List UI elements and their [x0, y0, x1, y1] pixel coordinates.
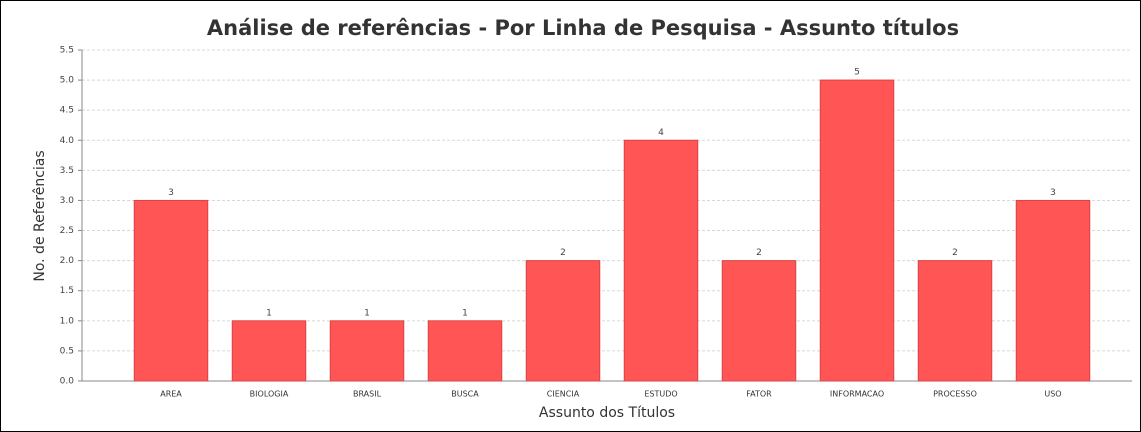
data-label: 2	[756, 248, 762, 258]
bar	[231, 320, 307, 382]
y-tick-label: 2.5	[60, 226, 74, 236]
x-axis-label: Assunto dos Títulos	[539, 405, 675, 421]
y-tick-label: 0.5	[60, 346, 74, 356]
x-tick-label: BIOLOGIA	[250, 390, 289, 399]
y-axis-label: No. de Referências	[32, 150, 48, 281]
x-tick-label: ESTUDO	[644, 390, 677, 399]
bar	[329, 320, 405, 382]
y-tick-label: 0.0	[60, 377, 75, 387]
bar	[721, 260, 797, 382]
bar	[427, 320, 503, 382]
y-tick-label: 5.5	[60, 46, 74, 56]
x-tick-label: CIENCIA	[547, 390, 580, 399]
data-label: 5	[854, 68, 860, 78]
y-tick-label: 4.5	[60, 106, 74, 116]
y-tick-label: 3.0	[60, 196, 75, 206]
chart-title: Análise de referências - Por Linha de Pe…	[207, 16, 959, 40]
data-label: 1	[266, 308, 272, 318]
data-label: 1	[462, 308, 468, 318]
bar	[525, 260, 601, 382]
x-tick-label: INFORMACAO	[830, 390, 884, 399]
x-tick-label: USO	[1044, 390, 1061, 399]
x-tick-label: AREA	[160, 390, 182, 399]
data-label: 1	[364, 308, 370, 318]
x-tick-label: FATOR	[746, 390, 772, 399]
data-label: 4	[658, 128, 664, 138]
y-tick-label: 2.0	[60, 256, 75, 266]
bar	[1015, 199, 1091, 382]
data-label: 3	[168, 188, 174, 198]
x-tick-label: PROCESSO	[933, 390, 977, 399]
y-tick-label: 3.5	[60, 166, 74, 176]
x-tick-label: BUSCA	[451, 390, 479, 399]
y-tick-label: 4.0	[60, 136, 75, 146]
bar	[819, 79, 895, 382]
bar	[623, 139, 699, 382]
data-label: 2	[560, 248, 566, 258]
x-tick-label: BRASIL	[353, 390, 382, 399]
y-tick-label: 5.0	[60, 76, 75, 86]
y-tick-label: 1.0	[60, 316, 75, 326]
data-label: 2	[952, 248, 958, 258]
bar	[133, 199, 209, 382]
data-label: 3	[1050, 188, 1056, 198]
y-tick-label: 1.5	[60, 286, 74, 296]
bar	[917, 260, 993, 382]
